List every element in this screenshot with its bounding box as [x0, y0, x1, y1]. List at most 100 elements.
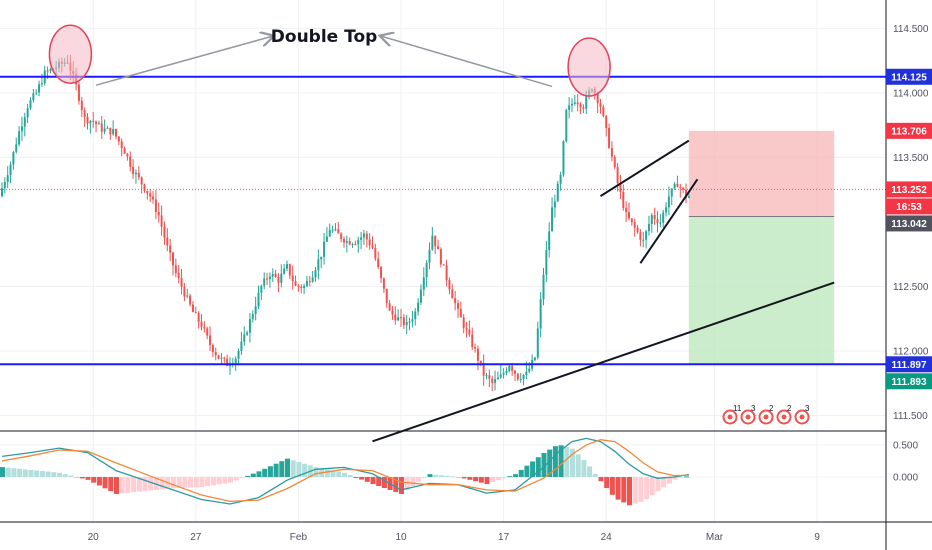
candle-body [158, 212, 160, 216]
candle-body [525, 372, 527, 375]
candle-body [420, 290, 422, 303]
candle-body [252, 314, 254, 319]
candle-body [332, 230, 334, 231]
candle-body [400, 317, 402, 318]
candle-body [369, 239, 371, 245]
event-badge-dot [746, 415, 751, 420]
candle-body [112, 129, 114, 134]
candle-body [98, 123, 100, 124]
candle-body [260, 286, 262, 293]
candle-body [411, 319, 413, 321]
candle-body [471, 334, 473, 347]
candle-body [397, 317, 399, 320]
candle-body [15, 144, 17, 151]
candle-body [118, 137, 120, 142]
macd-histogram-bar [456, 477, 461, 478]
macd-histogram-bar [125, 477, 130, 493]
candle-body [523, 375, 525, 379]
position-zone[interactable] [689, 131, 834, 364]
macd-histogram-bar [410, 477, 415, 486]
candle-body [295, 281, 297, 285]
macd-histogram-bar [268, 466, 273, 477]
candle-body [560, 175, 562, 184]
stop-loss-zone[interactable] [689, 131, 834, 217]
candle-body [135, 173, 137, 174]
macd-histogram-bar [222, 477, 227, 484]
macd-histogram-bar [536, 457, 541, 477]
candle-body [386, 289, 388, 303]
candle-body [611, 148, 613, 157]
candle-body [320, 257, 322, 260]
macd-histogram-bar [593, 474, 598, 477]
candle-body [360, 237, 362, 240]
candle-body [286, 264, 288, 268]
candle-body [209, 336, 211, 346]
candle-body [334, 229, 336, 230]
candle-body [243, 335, 245, 342]
candle-body [357, 240, 359, 244]
macd-histogram-bar [34, 470, 39, 477]
candle-body [101, 123, 103, 131]
macd-histogram-bar [29, 470, 34, 477]
candle-body [189, 296, 191, 305]
double-top-peak-circle [49, 25, 91, 83]
macd-histogram-bar [103, 477, 108, 488]
macd-histogram-bar [576, 454, 581, 477]
candle-body [363, 234, 365, 238]
date-tick-label: Feb [290, 532, 308, 543]
candle-body [297, 286, 299, 287]
macd-histogram-bar [633, 477, 638, 504]
candle-body [468, 330, 470, 335]
candle-body [303, 286, 305, 288]
macd-histogram-bar [610, 477, 615, 495]
candle-body [466, 328, 468, 330]
candle-body [272, 274, 274, 277]
macd-histogram-bar [599, 477, 604, 481]
candle-body [4, 182, 6, 188]
event-badges[interactable]: 11 3 2 2 3 [724, 404, 811, 424]
candle-body [659, 223, 661, 224]
candle-body [554, 201, 556, 207]
candle-body [95, 122, 97, 124]
candle-body [178, 273, 180, 278]
macd-histogram-bar [120, 477, 125, 493]
macd-histogram-bar [80, 477, 85, 478]
candle-body [463, 317, 465, 328]
macd-histogram-bar [650, 477, 655, 495]
candle-body [292, 276, 294, 282]
macd-histogram-bar [0, 467, 5, 477]
candle-body [565, 110, 567, 141]
candle-body [172, 253, 174, 266]
macd-histogram-bar [490, 477, 495, 482]
macd-histogram-bar [524, 466, 529, 477]
candle-body [668, 196, 670, 207]
macd-histogram-bar [564, 447, 569, 477]
candle-body [266, 279, 268, 280]
candle-body [460, 309, 462, 318]
macd-histogram-bar [502, 477, 507, 478]
candle-body [648, 224, 650, 231]
candle-body [391, 311, 393, 315]
candle-body [21, 127, 23, 132]
candle-body [141, 177, 143, 184]
candle-body [169, 246, 171, 253]
price-tag-label: 16:53 [896, 202, 922, 213]
candle-body [115, 129, 117, 136]
candle-body [676, 184, 678, 187]
macd-histogram-bar [684, 476, 689, 477]
candle-body [403, 317, 405, 325]
candle-body [608, 128, 610, 148]
candle-body [92, 121, 94, 122]
candle-body [454, 298, 456, 303]
candle-body [201, 322, 203, 328]
date-tick-label: 20 [88, 532, 100, 543]
event-badge-dot [764, 415, 769, 420]
date-tick-label: 24 [601, 532, 613, 543]
candle-body [1, 188, 3, 196]
candle-body [534, 358, 536, 360]
candle-body [682, 188, 684, 190]
candle-body [474, 347, 476, 349]
macd-histogram-bar [336, 472, 341, 477]
macd-histogram-bar [462, 477, 467, 478]
